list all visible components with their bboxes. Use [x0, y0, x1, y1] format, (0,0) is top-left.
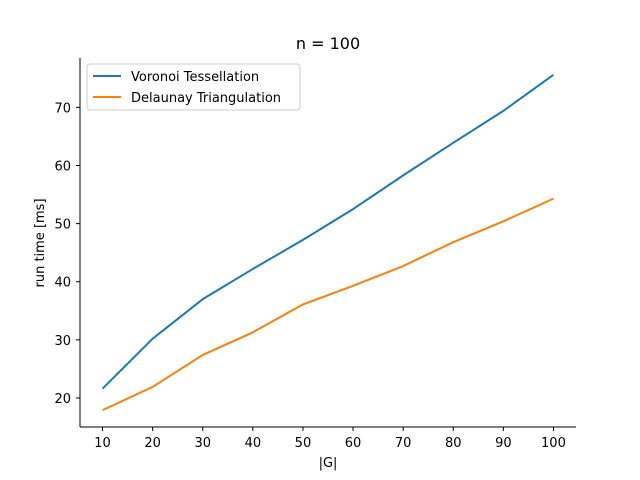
legend-label-delaunay: Delaunay Triangulation: [131, 91, 281, 106]
y-ticks: 20 30 40 50 60 70: [54, 101, 80, 407]
series-line-delaunay: [102, 197, 554, 412]
x-tick-label: 60: [345, 436, 362, 451]
series-line-voronoi: [101, 74, 555, 390]
y-tick-label: 40: [54, 276, 71, 291]
x-tick-label: 50: [295, 436, 312, 451]
x-tick-label: 20: [144, 436, 161, 451]
y-tick-label: 60: [54, 160, 71, 175]
series-lines: [101, 74, 555, 412]
x-tick-label: 100: [541, 436, 566, 451]
x-tick-label: 90: [495, 436, 512, 451]
y-tick-label: 30: [54, 334, 71, 349]
y-tick-label: 20: [54, 392, 71, 407]
x-tick-label: 70: [395, 436, 412, 451]
x-tick-label: 40: [245, 436, 262, 451]
legend-label-voronoi: Voronoi Tessellation: [131, 70, 259, 85]
y-tick-label: 50: [54, 218, 71, 233]
x-ticks: 10 20 30 40 50 60 70 80 90 100: [94, 427, 566, 451]
y-tick-label: 70: [54, 101, 71, 116]
plot-area: 10 20 30 40 50 60 70 80 90 100 20 30 40 50 60 70: [54, 58, 576, 451]
x-tick-label: 10: [94, 436, 111, 451]
x-tick-label: 80: [445, 436, 462, 451]
legend-box: [86, 63, 301, 111]
legend: Voronoi Tessellation Delaunay Triangulat…: [86, 63, 301, 111]
chart-title: n = 100: [296, 34, 360, 53]
x-axis-label: |G|: [319, 456, 338, 471]
x-tick-label: 30: [194, 436, 211, 451]
y-axis-label: run time [ms]: [33, 198, 48, 287]
